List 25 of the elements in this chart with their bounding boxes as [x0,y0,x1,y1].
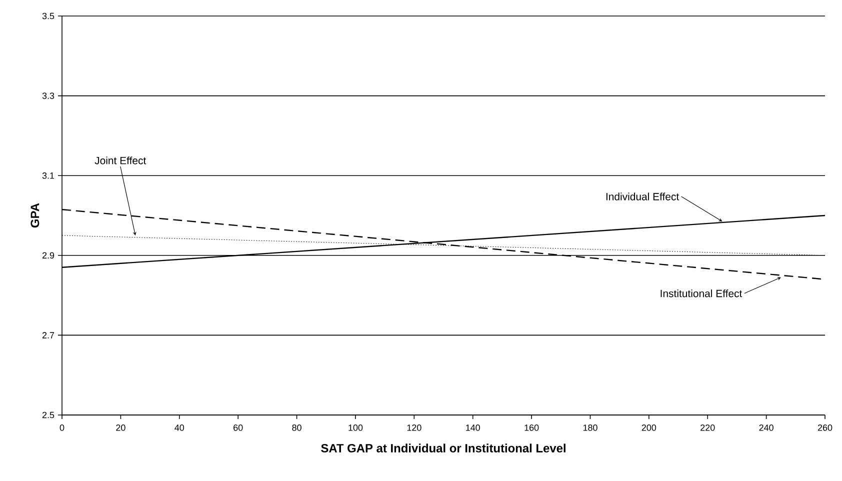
y-tick-label: 3.5 [42,12,54,20]
x-tick-label: 220 [700,424,715,431]
x-tick-label: 60 [234,424,243,431]
x-tick-label: 20 [116,424,126,431]
x-tick-label: 120 [407,424,422,431]
y-tick-label: 3.3 [42,92,54,99]
y-tick-label: 3.1 [42,172,54,179]
x-tick-label: 240 [759,424,774,431]
x-tick-label: 80 [292,424,302,431]
annotation: Institutional Effect [660,290,742,298]
y-axis-title: GPA [30,203,40,228]
y-tick-label: 2.5 [42,412,54,418]
y-tick-label: 2.7 [42,332,54,338]
annotation: Joint Effect [94,156,146,164]
x-axis-title: SAT GAP at Individual or Institutional Level [321,444,566,452]
x-tick-label: 200 [642,424,656,431]
x-tick-label: 260 [818,424,832,431]
x-tick-label: 180 [583,424,598,431]
x-tick-label: 0 [60,424,64,431]
x-tick-label: 40 [174,424,184,431]
y-tick-label: 2.9 [42,252,54,259]
annotation: Individual Effect [606,192,680,200]
x-tick-label: 160 [524,424,539,431]
x-tick-label: 100 [348,424,363,431]
x-tick-label: 140 [466,424,480,431]
